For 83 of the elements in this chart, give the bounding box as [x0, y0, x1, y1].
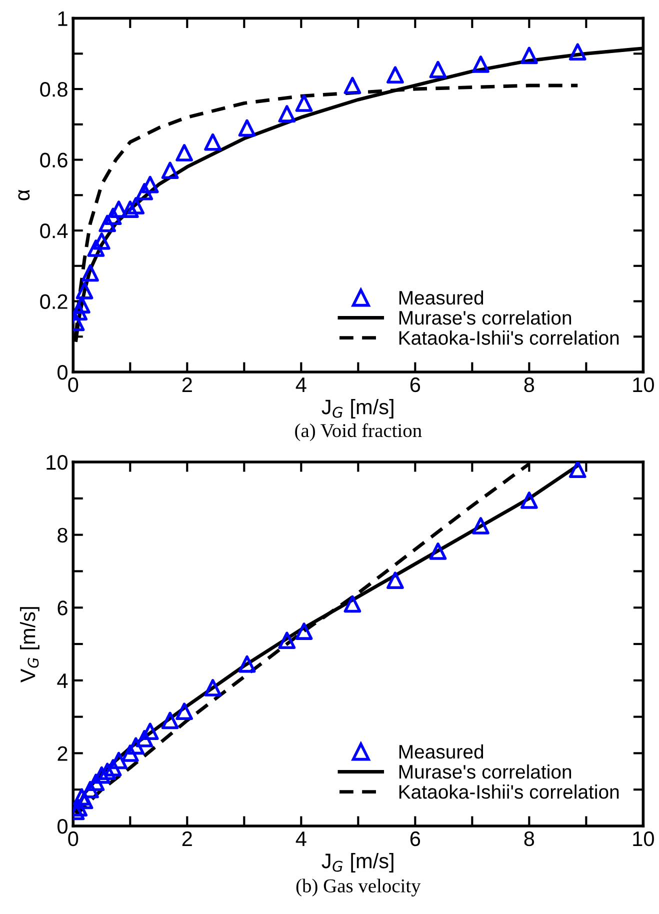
point — [386, 572, 404, 589]
point — [386, 66, 404, 84]
point — [278, 632, 296, 650]
text: (b) Gas velocity — [296, 878, 421, 896]
text: (a) Void fraction — [295, 423, 422, 442]
x-tick-label: 4 — [296, 832, 306, 846]
y-axis-title: α — [18, 190, 30, 200]
point — [127, 737, 145, 755]
point — [136, 182, 154, 200]
point — [87, 774, 105, 791]
point — [568, 462, 586, 478]
legend-label: Murase's correlation — [399, 764, 572, 779]
y-tick-label: 4 — [57, 674, 68, 688]
point — [76, 282, 94, 300]
point — [82, 780, 99, 798]
x-axis-title: J$_{G}$ [m/s] — [322, 399, 394, 418]
point — [295, 94, 313, 112]
x-tick-label: 10 — [633, 377, 654, 392]
point — [141, 176, 159, 194]
y-tick-label: 0 — [58, 365, 68, 380]
x-tick-label: 10 — [633, 831, 654, 846]
point — [98, 762, 116, 780]
point — [238, 119, 256, 137]
point — [520, 492, 538, 509]
x-tick-label: 8 — [524, 831, 534, 846]
point — [121, 200, 139, 218]
point — [238, 655, 256, 673]
y-tick-label: 1 — [58, 11, 68, 26]
point — [82, 264, 99, 282]
x-tick-label: 0 — [68, 377, 78, 392]
legend-label: Measured — [399, 744, 484, 759]
point — [176, 702, 193, 720]
legend-label: Kataoka-Ishii's correlation — [399, 784, 619, 799]
point — [110, 752, 128, 770]
y-tick-label: 6 — [58, 600, 68, 616]
point — [204, 679, 222, 696]
point — [92, 232, 110, 250]
point — [136, 730, 154, 748]
y-axis-title: V$_{G}$ [m/s] — [20, 607, 40, 682]
x-tick-label: 2 — [182, 831, 192, 846]
legend-label: Murase's correlation — [399, 310, 572, 325]
legend-label: Kataoka-Ishii's correlation — [399, 330, 619, 345]
y-tick-label: 0.8 — [40, 82, 68, 97]
x-axis-title: J$_{G}$ [m/s] — [322, 853, 394, 872]
point — [73, 788, 90, 806]
point — [429, 60, 447, 78]
x-tick-label: 4 — [296, 378, 306, 392]
point — [98, 214, 116, 232]
y-tick-label: 0.6 — [40, 152, 68, 168]
point — [141, 722, 159, 740]
point — [73, 296, 90, 314]
point — [121, 744, 139, 762]
y-tick-label: 0 — [58, 818, 68, 834]
x-tick-label: 6 — [410, 377, 420, 392]
point — [568, 43, 586, 61]
point — [278, 105, 296, 122]
point — [161, 162, 179, 180]
point — [87, 240, 105, 257]
point — [344, 595, 362, 613]
point — [472, 56, 490, 73]
point — [344, 76, 362, 94]
point — [161, 712, 179, 730]
x-tick-label: 8 — [524, 377, 534, 392]
y-tick-label: 2 — [58, 746, 68, 761]
point — [110, 200, 128, 218]
point — [472, 517, 490, 534]
point — [295, 622, 313, 640]
point — [429, 542, 447, 560]
y-tick-label: 8 — [58, 528, 68, 543]
point — [127, 197, 145, 214]
y-tick-label: 0.4 — [40, 224, 68, 238]
x-tick-label: 0 — [68, 831, 78, 846]
point — [104, 208, 122, 226]
point — [204, 133, 222, 151]
x-tick-label: 2 — [182, 377, 192, 392]
y-tick-label: 10 — [46, 455, 68, 470]
point — [92, 766, 110, 784]
point — [176, 144, 193, 162]
legend-label: Measured — [399, 290, 484, 305]
point — [104, 759, 122, 776]
point — [520, 46, 538, 64]
y-tick-label: 0.2 — [40, 294, 68, 310]
x-tick-label: 6 — [410, 831, 420, 846]
